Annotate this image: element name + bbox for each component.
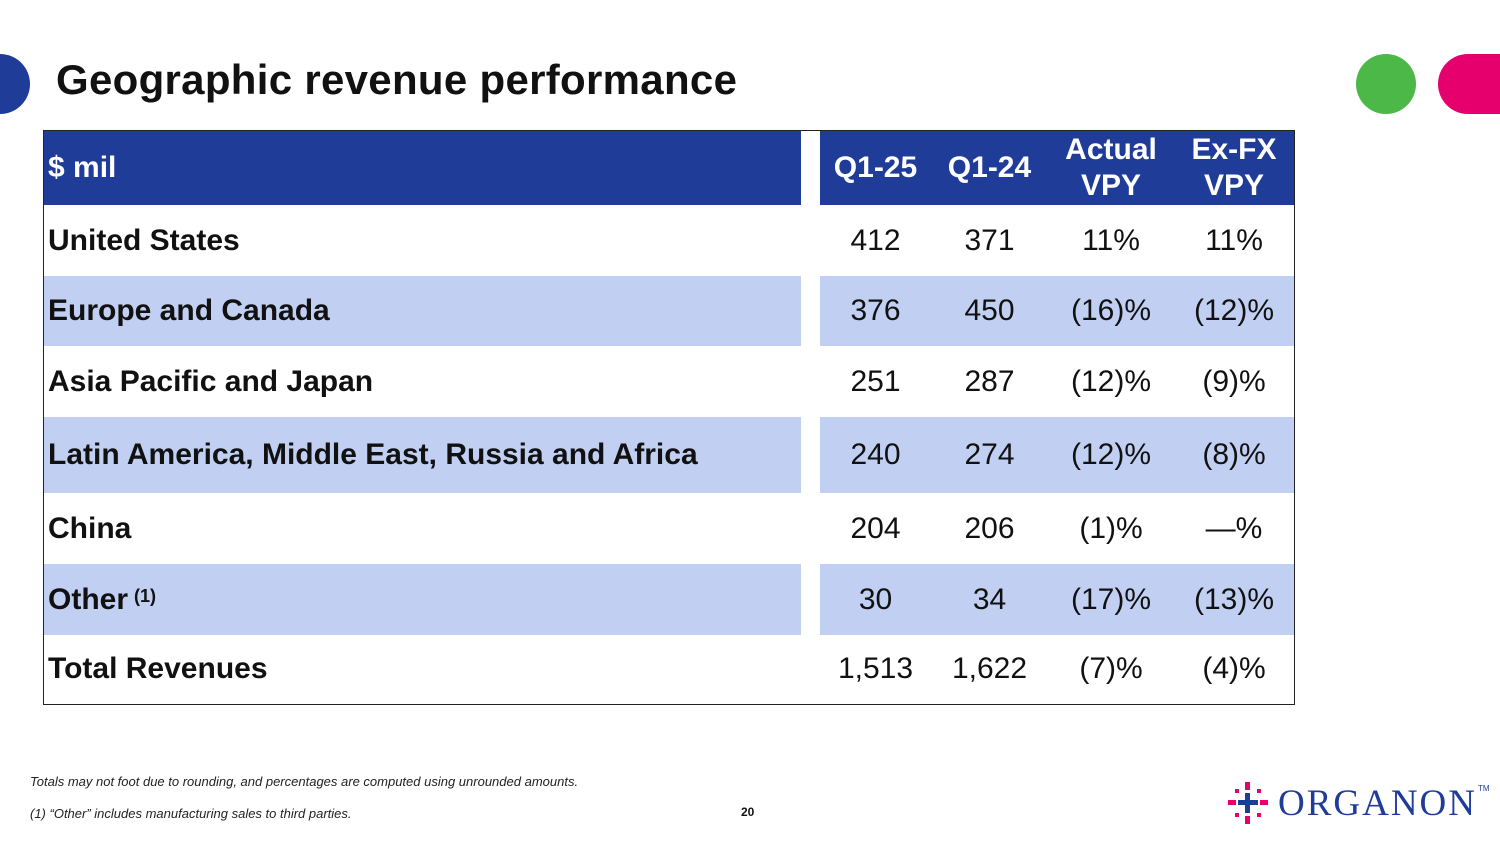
- table-row: China 204 206 (1)% —%: [44, 493, 1294, 564]
- header-label: $ mil: [44, 131, 801, 205]
- cell-exfx-vpy: (13)%: [1193, 582, 1275, 616]
- row-label: Europe and Canada: [44, 276, 801, 346]
- header-cell-q1-25: Q1-25: [833, 151, 918, 184]
- footnote-ref: (1): [134, 585, 157, 606]
- row-label: United States: [48, 223, 240, 257]
- cell-q1-24: 274: [964, 438, 1015, 471]
- cell-q1-25: 251: [850, 364, 901, 398]
- cell-q1-24: 287: [964, 364, 1015, 398]
- cell-exfx-vpy: (9)%: [1202, 364, 1266, 398]
- cell-q1-25: 1,513: [837, 652, 914, 685]
- header-cell-q1-24: Q1-24: [947, 151, 1032, 184]
- header-values: Q1-25 Q1-24 Actual VPY Ex-FX VPY: [820, 131, 1294, 205]
- cell-actual-vpy: (7)%: [1079, 652, 1143, 685]
- cell-q1-25: 376: [850, 294, 901, 327]
- cell-q1-24: 206: [964, 511, 1015, 545]
- cell-exfx-vpy: (4)%: [1202, 652, 1266, 685]
- row-label: China: [48, 511, 132, 545]
- cell-exfx-vpy: (12)%: [1193, 294, 1275, 327]
- table-row-total: Total Revenues 1,513 1,622 (7)% (4)%: [44, 635, 1294, 703]
- table-row: Europe and Canada 376 450 (16)% (12)%: [44, 276, 1294, 346]
- cell-actual-vpy: (16)%: [1070, 294, 1152, 327]
- logo-text: ORGANON: [1278, 782, 1477, 824]
- cell-q1-25: 240: [850, 438, 901, 471]
- cell-q1-25: 30: [858, 582, 893, 616]
- decorative-blue-circle: [0, 54, 30, 114]
- table-row: United States 412 371 11% 11%: [44, 205, 1294, 276]
- table-row: Asia Pacific and Japan 251 287 (12)% (9)…: [44, 346, 1294, 417]
- header-cell-actual-vpy: Actual VPY: [1065, 133, 1157, 202]
- header-cell-exfx-vpy: Ex-FX VPY: [1191, 133, 1277, 202]
- decorative-green-circle: [1356, 54, 1416, 114]
- row-label: Other (1): [44, 564, 801, 635]
- row-label-text: Other: [48, 582, 129, 616]
- organon-logo: ORGANON TM: [1226, 780, 1490, 826]
- row-label: Latin America, Middle East, Russia and A…: [44, 417, 801, 493]
- cell-actual-vpy: (17)%: [1070, 582, 1152, 616]
- cell-q1-24: 1,622: [951, 652, 1028, 685]
- cell-q1-24: 450: [964, 294, 1015, 327]
- cell-actual-vpy: (1)%: [1079, 511, 1143, 545]
- cell-q1-24: 371: [964, 223, 1015, 257]
- row-label: Asia Pacific and Japan: [48, 364, 374, 398]
- row-label: Total Revenues: [48, 652, 268, 685]
- cell-q1-25: 412: [850, 223, 901, 257]
- slide-title: Geographic revenue performance: [56, 56, 738, 103]
- table-header-row: $ mil Q1-25 Q1-24 Actual VPY Ex-FX VPY: [44, 131, 1294, 205]
- decorative-pink-pill: [1438, 54, 1500, 114]
- page-number: 20: [741, 805, 755, 819]
- revenue-table: $ mil Q1-25 Q1-24 Actual VPY Ex-FX VPY U…: [43, 130, 1295, 705]
- logo-trademark: TM: [1478, 784, 1490, 793]
- table-row: Other (1) 30 34 (17)% (13)%: [44, 564, 1294, 635]
- cell-actual-vpy: (12)%: [1070, 364, 1152, 398]
- cell-actual-vpy: (12)%: [1070, 438, 1152, 471]
- footnote-other: (1) “Other” includes manufacturing sales…: [30, 806, 352, 821]
- organon-mark-icon: [1228, 782, 1268, 824]
- footnote-rounding: Totals may not foot due to rounding, and…: [30, 774, 579, 789]
- cell-exfx-vpy: (8)%: [1202, 438, 1266, 471]
- cell-q1-25: 204: [850, 511, 901, 545]
- table-row: Latin America, Middle East, Russia and A…: [44, 417, 1294, 493]
- cell-q1-24: 34: [972, 582, 1007, 616]
- cell-exfx-vpy: 11%: [1205, 223, 1263, 257]
- cell-actual-vpy: 11%: [1082, 223, 1140, 257]
- cell-exfx-vpy: —%: [1205, 511, 1263, 545]
